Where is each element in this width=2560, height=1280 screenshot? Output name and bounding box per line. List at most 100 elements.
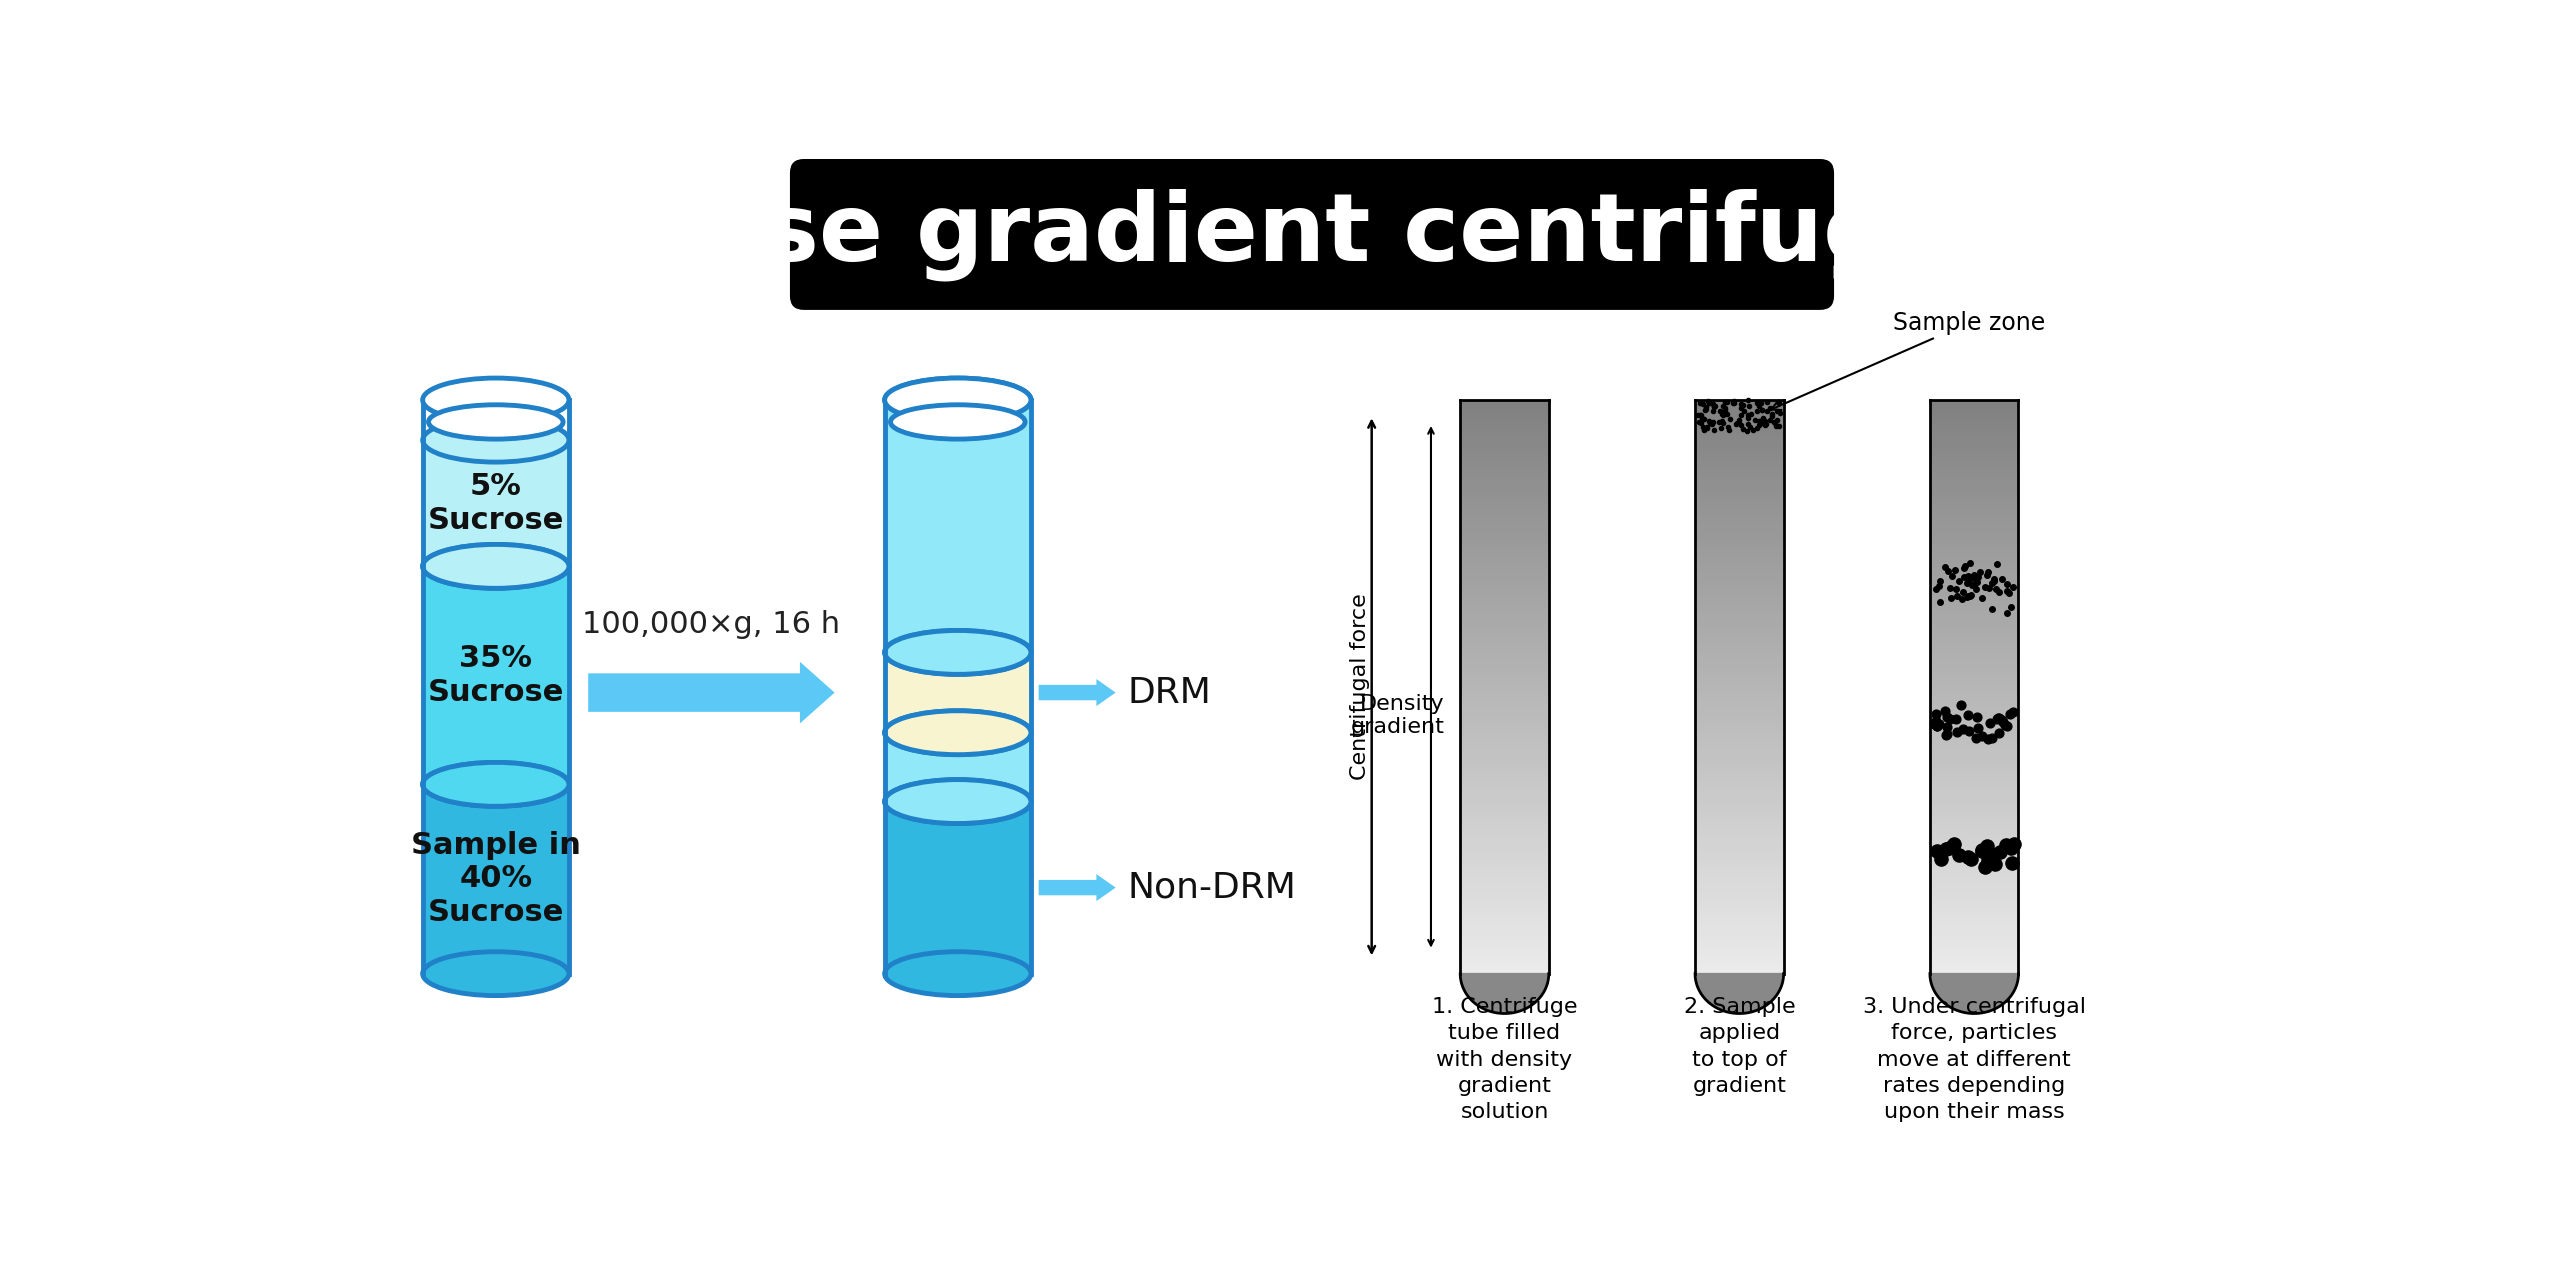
Bar bbox=[1459, 744, 1549, 749]
Bar bbox=[1695, 572, 1784, 577]
Point bbox=[1715, 413, 1756, 434]
Bar bbox=[1459, 557, 1549, 562]
Bar bbox=[1930, 696, 2017, 701]
Point bbox=[1948, 846, 1989, 867]
Point bbox=[1682, 417, 1723, 438]
Bar bbox=[1930, 724, 2017, 730]
Bar bbox=[1695, 801, 1784, 806]
Point bbox=[1953, 575, 1994, 595]
Bar bbox=[1459, 500, 1549, 506]
Point bbox=[1956, 572, 1997, 593]
Point bbox=[1984, 714, 2025, 735]
Point bbox=[1748, 410, 1789, 430]
Bar bbox=[1695, 429, 1784, 434]
Bar bbox=[1695, 716, 1784, 721]
Bar bbox=[1695, 887, 1784, 892]
Point bbox=[1700, 401, 1741, 421]
Point bbox=[1992, 838, 2033, 859]
Bar bbox=[1695, 911, 1784, 916]
Point bbox=[1917, 716, 1958, 736]
Bar bbox=[1459, 749, 1549, 754]
Point bbox=[1948, 572, 1989, 593]
Point bbox=[1956, 579, 1997, 599]
Point bbox=[1690, 411, 1731, 431]
Bar bbox=[1695, 806, 1784, 812]
Bar bbox=[1930, 719, 2017, 724]
Bar bbox=[1930, 906, 2017, 911]
Point bbox=[1930, 577, 1971, 598]
Bar bbox=[1459, 433, 1549, 438]
Bar bbox=[1930, 964, 2017, 969]
Point bbox=[1981, 712, 2022, 732]
Bar bbox=[1695, 481, 1784, 486]
Point bbox=[1933, 835, 1974, 855]
Bar bbox=[1695, 892, 1784, 897]
Point bbox=[1682, 420, 1723, 440]
FancyArrow shape bbox=[1039, 680, 1116, 707]
Bar bbox=[1695, 534, 1784, 539]
Bar bbox=[1930, 754, 2017, 759]
Point bbox=[1951, 849, 1992, 869]
Point bbox=[1738, 411, 1779, 431]
Ellipse shape bbox=[886, 780, 1032, 823]
Bar bbox=[1459, 840, 1549, 845]
Bar bbox=[1695, 901, 1784, 906]
Bar bbox=[1930, 524, 2017, 529]
Point bbox=[1940, 695, 1981, 716]
Bar bbox=[1459, 443, 1549, 448]
Bar bbox=[1695, 782, 1784, 787]
Bar bbox=[1695, 515, 1784, 520]
Ellipse shape bbox=[886, 710, 1032, 755]
Point bbox=[1969, 713, 2010, 733]
Point bbox=[1743, 407, 1784, 428]
Bar bbox=[1695, 916, 1784, 922]
Bar bbox=[1695, 639, 1784, 644]
Bar bbox=[1695, 873, 1784, 878]
Bar bbox=[1695, 854, 1784, 859]
Bar bbox=[1930, 810, 2017, 815]
Point bbox=[1687, 390, 1728, 411]
Point bbox=[1987, 716, 2028, 736]
Bar bbox=[1695, 663, 1784, 668]
Bar bbox=[1695, 826, 1784, 831]
Bar bbox=[1930, 462, 2017, 467]
Bar bbox=[1459, 620, 1549, 625]
Bar bbox=[1695, 868, 1784, 873]
Bar bbox=[1695, 768, 1784, 773]
Bar bbox=[1930, 901, 2017, 906]
Bar bbox=[1459, 863, 1549, 869]
Bar bbox=[1459, 399, 1549, 404]
Bar bbox=[1930, 945, 2017, 950]
Point bbox=[1966, 836, 2007, 856]
Bar bbox=[1459, 644, 1549, 649]
Bar bbox=[1695, 539, 1784, 544]
Bar bbox=[1459, 705, 1549, 710]
Bar bbox=[1930, 950, 2017, 955]
Bar bbox=[1695, 471, 1784, 476]
Bar bbox=[1930, 581, 2017, 586]
Bar bbox=[1695, 413, 1784, 419]
Bar bbox=[1695, 959, 1784, 964]
Bar bbox=[1930, 672, 2017, 677]
Bar bbox=[1930, 567, 2017, 572]
Bar bbox=[1930, 485, 2017, 490]
Bar bbox=[1930, 399, 2017, 404]
Bar bbox=[1459, 462, 1549, 467]
Bar bbox=[1930, 820, 2017, 826]
Bar bbox=[1930, 868, 2017, 873]
Bar bbox=[1459, 543, 1549, 548]
Bar bbox=[1459, 854, 1549, 859]
Bar bbox=[1459, 515, 1549, 520]
Bar bbox=[1459, 959, 1549, 964]
Bar bbox=[1459, 686, 1549, 691]
Bar bbox=[1695, 815, 1784, 820]
Point bbox=[1917, 716, 1958, 736]
Point bbox=[1690, 413, 1731, 434]
Bar bbox=[1459, 404, 1549, 410]
Bar bbox=[1930, 882, 2017, 887]
Bar bbox=[1930, 471, 2017, 476]
Bar bbox=[1930, 796, 2017, 801]
Bar bbox=[1695, 485, 1784, 490]
Bar bbox=[1459, 796, 1549, 801]
Bar bbox=[1459, 648, 1549, 653]
